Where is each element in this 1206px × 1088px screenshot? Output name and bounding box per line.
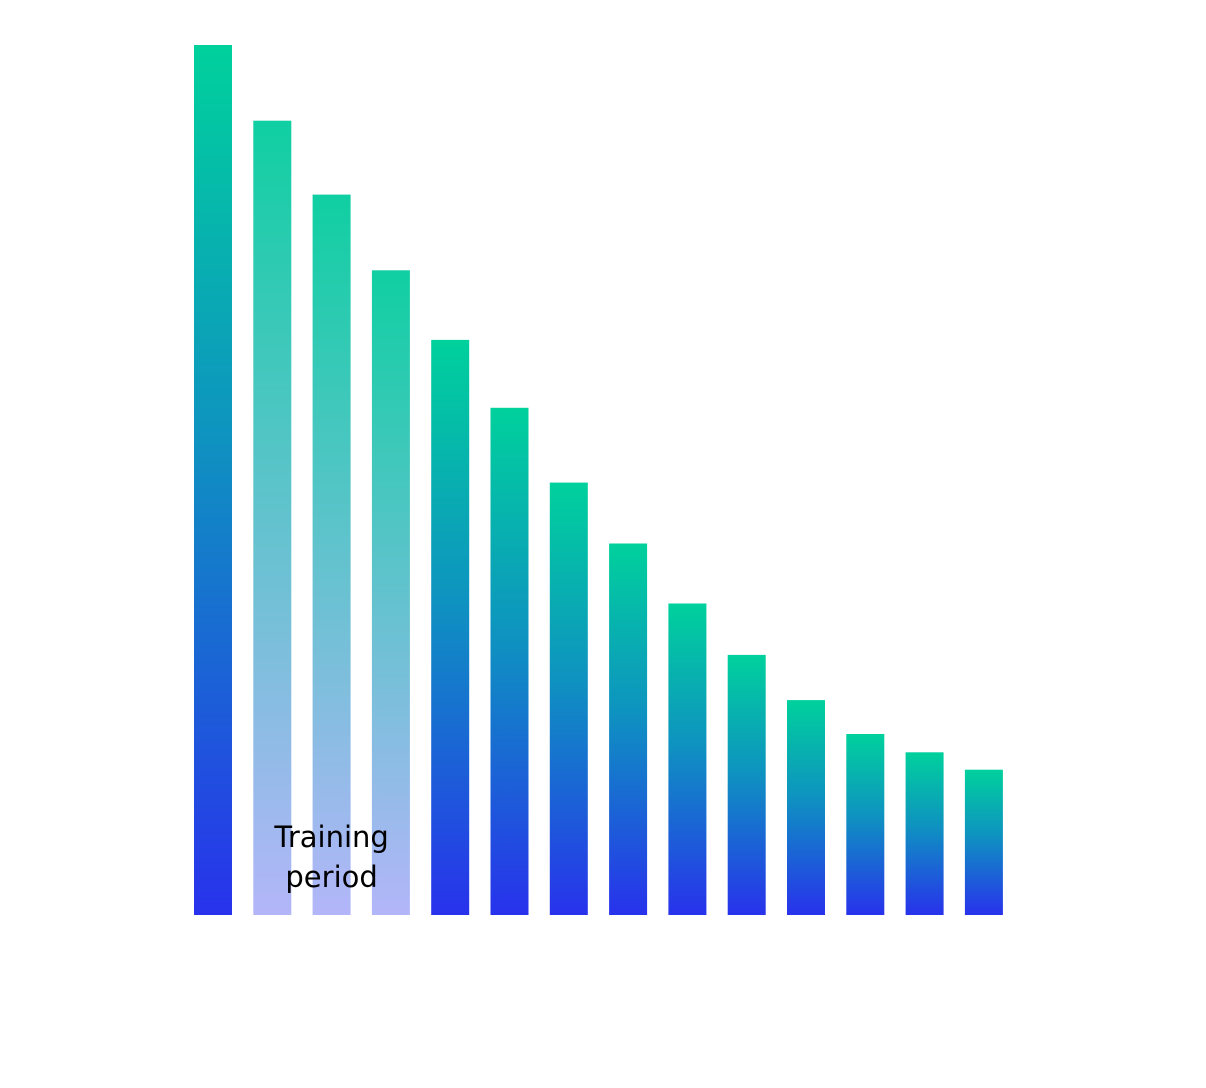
bar-14 — [964, 769, 1003, 915]
annotation-line: Training — [273, 820, 388, 854]
bar-12 — [846, 734, 885, 915]
bar-7 — [549, 482, 588, 915]
bar-8 — [609, 543, 648, 915]
annotation-line: period — [285, 860, 377, 894]
annotations-group: Training period — [273, 820, 388, 894]
bar-2 — [253, 120, 292, 915]
bars-group — [194, 45, 1003, 916]
bar-1 — [194, 45, 232, 915]
bar-4 — [371, 270, 410, 915]
bar-6 — [490, 407, 529, 915]
annotation-training-period: Training period — [273, 820, 388, 894]
bar-5 — [431, 339, 470, 915]
bar-11 — [787, 700, 825, 915]
bar-3 — [312, 194, 351, 916]
bar-9 — [668, 603, 707, 915]
bar-10 — [727, 654, 766, 915]
bar-13 — [905, 752, 944, 915]
